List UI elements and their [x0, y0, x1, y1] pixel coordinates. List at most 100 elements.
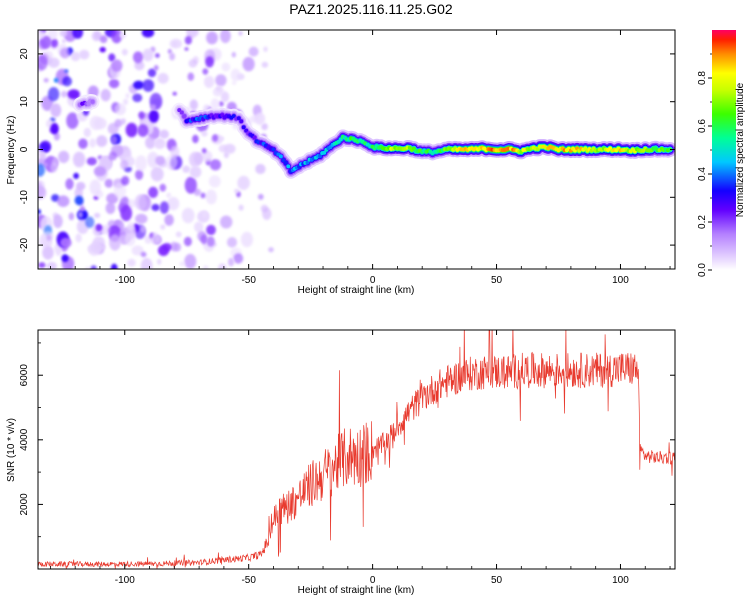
noise-patch: [159, 183, 167, 192]
noise-patch: [53, 214, 63, 229]
noise-patch: [83, 127, 92, 138]
noise-patch: [47, 87, 60, 102]
ridge-point: [286, 164, 291, 169]
noise-patch: [203, 265, 209, 269]
noise-patch: [205, 56, 215, 68]
colorbar-gradient: [712, 30, 736, 270]
ridge-point: [283, 161, 288, 165]
ridge-point: [239, 119, 244, 124]
noise-patch: [56, 250, 61, 256]
x-tick-label: -100: [115, 575, 135, 586]
noise-patch: [135, 155, 147, 172]
noise-patch: [108, 78, 120, 89]
noise-patch: [193, 152, 204, 165]
noise-patch: [133, 80, 144, 90]
noise-patch: [140, 257, 153, 269]
noise-patch: [145, 136, 156, 149]
noise-patch: [182, 165, 191, 173]
ridge-point: [241, 125, 246, 130]
noise-patch: [85, 216, 95, 228]
noise-patch: [106, 193, 119, 204]
noise-patch: [172, 91, 177, 96]
ridge-point: [90, 99, 95, 104]
noise-patch: [164, 214, 174, 226]
noise-patch: [142, 79, 154, 92]
noise-patch: [238, 31, 243, 36]
noise-patch: [194, 221, 204, 233]
noise-patch: [59, 47, 71, 59]
noise-patch: [38, 209, 41, 215]
noise-patch: [201, 131, 208, 137]
noise-patch: [125, 93, 130, 99]
noise-patch: [99, 224, 111, 235]
snr-xlabel: Height of straight line (km): [298, 585, 415, 596]
noise-patch: [108, 53, 116, 62]
noise-patch: [162, 243, 172, 252]
noise-patch: [110, 263, 118, 269]
noise-patch: [38, 262, 46, 269]
noise-patch: [79, 205, 85, 212]
noise-patch: [74, 195, 84, 206]
noise-patch: [169, 38, 183, 49]
ridge-point: [281, 158, 286, 163]
noise-patch: [38, 163, 45, 177]
noise-patch: [147, 68, 157, 78]
noise-patch: [179, 261, 185, 267]
noise-patch: [127, 221, 135, 231]
noise-patch: [201, 148, 207, 154]
noise-patch: [203, 75, 215, 89]
noise-patch: [68, 212, 75, 221]
noise-patch: [60, 237, 72, 248]
noise-patch: [70, 51, 81, 62]
noise-patch: [167, 48, 172, 54]
noise-patch: [231, 81, 237, 85]
noise-patch: [242, 56, 255, 72]
noise-patch: [61, 39, 66, 43]
noise-patch: [220, 215, 233, 229]
ridge-point: [236, 116, 241, 121]
noise-patch: [223, 143, 236, 154]
noise-patch: [261, 61, 269, 68]
x-tick-label: -50: [241, 575, 256, 586]
noise-patch: [208, 175, 221, 188]
noise-patch: [220, 30, 231, 44]
ridge-point: [244, 128, 249, 133]
noise-patch: [189, 99, 198, 110]
noise-patch: [104, 178, 114, 188]
noise-patch: [218, 101, 224, 107]
noise-patch: [93, 31, 101, 40]
noise-patch: [135, 213, 148, 224]
noise-patch: [99, 35, 108, 44]
x-tick-label: -100: [115, 275, 135, 286]
noise-patch: [202, 150, 213, 163]
noise-patch: [189, 166, 202, 178]
noise-patch: [75, 233, 82, 243]
noise-patch: [249, 115, 259, 123]
x-tick-label: 0: [370, 275, 376, 286]
noise-patch: [192, 134, 199, 144]
noise-patch: [48, 57, 60, 68]
x-tick-label: 50: [491, 575, 503, 586]
noise-patch: [108, 151, 118, 161]
spectrogram-xlabel: Height of straight line (km): [298, 285, 415, 296]
x-tick-label: -50: [241, 275, 256, 286]
noise-patch: [150, 104, 157, 110]
noise-patch: [201, 210, 208, 219]
noise-patch: [220, 91, 230, 103]
noise-patch: [240, 231, 253, 248]
noise-patch: [166, 192, 172, 198]
noise-patch: [170, 241, 178, 252]
noise-patch: [39, 35, 52, 49]
noise-patch: [62, 76, 72, 87]
noise-patch: [64, 69, 69, 73]
noise-patch: [159, 201, 169, 214]
noise-patch: [200, 192, 206, 199]
noise-patch: [131, 245, 144, 256]
noise-patch: [148, 109, 159, 123]
noise-patch: [169, 52, 176, 61]
noise-patch: [38, 143, 50, 153]
ridge-point: [278, 154, 283, 159]
noise-patch: [248, 46, 259, 57]
colorbar: 0.0 0.2 0.4 0.6 0.8 Normalized spectral ampl…: [697, 30, 746, 277]
